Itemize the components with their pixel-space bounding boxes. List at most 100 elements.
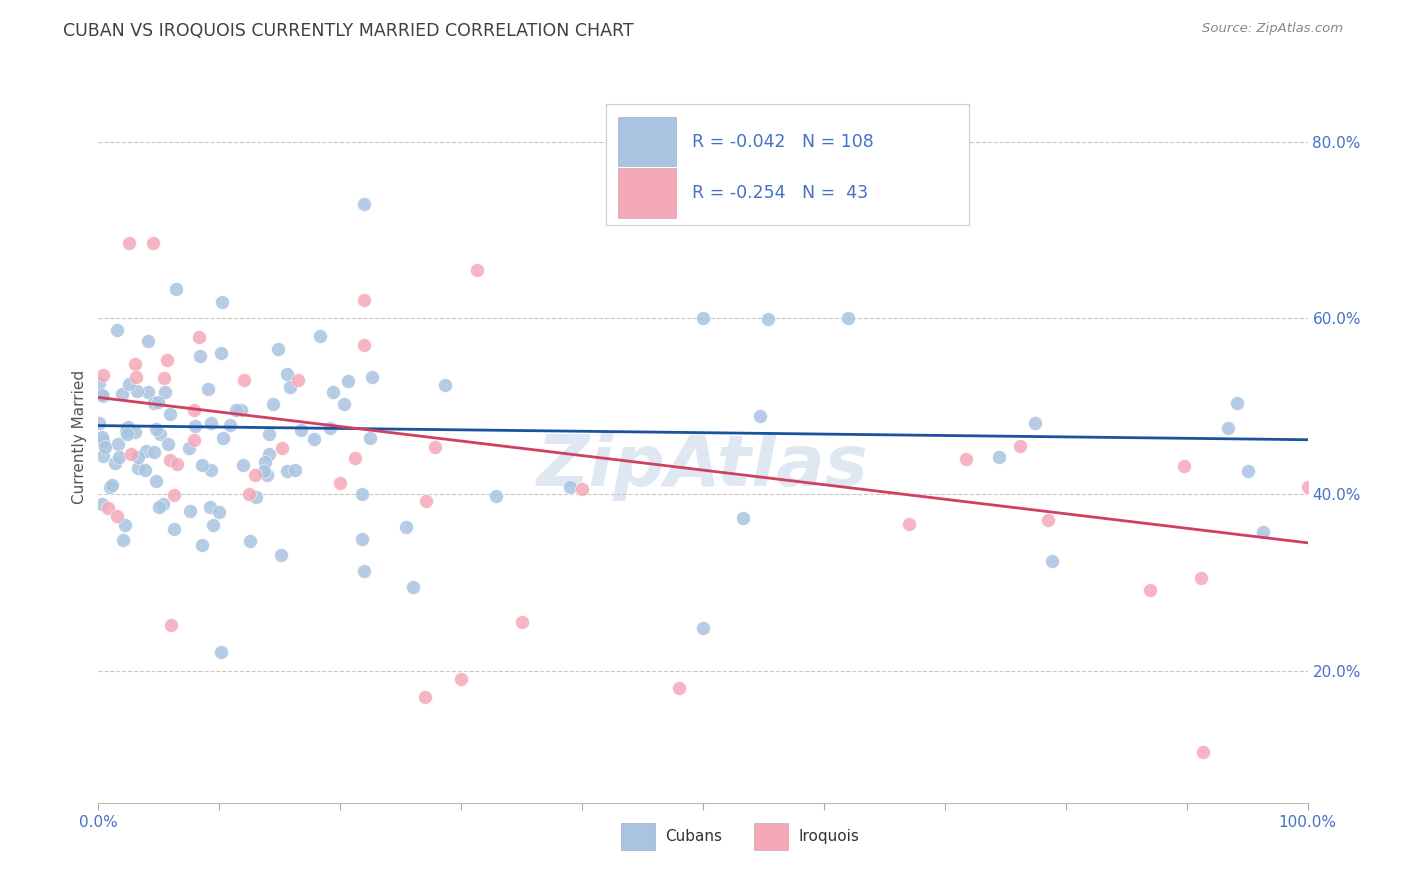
Point: [988, 450, 1011, 464]
Point: [259, 426, 281, 441]
FancyBboxPatch shape: [619, 168, 676, 218]
Point: [731, 510, 754, 524]
Point: [198, 500, 221, 514]
Point: [287, 373, 309, 387]
Point: [120, 447, 142, 461]
Point: [200, 416, 222, 430]
Point: [361, 370, 384, 384]
Point: [353, 196, 375, 211]
Point: [1139, 582, 1161, 597]
Point: [91, 389, 114, 403]
Point: [245, 490, 267, 504]
Point: [209, 345, 232, 359]
Point: [253, 463, 276, 477]
Point: [138, 334, 160, 349]
Text: R = -0.254   N =  43: R = -0.254 N = 43: [692, 184, 869, 202]
Point: [212, 431, 235, 445]
Point: [136, 385, 159, 400]
Point: [107, 437, 129, 451]
Point: [97, 501, 120, 516]
Point: [157, 436, 180, 450]
Point: [1173, 458, 1195, 473]
Point: [271, 441, 294, 455]
Point: [571, 483, 593, 497]
Point: [353, 338, 375, 352]
Point: [243, 467, 266, 482]
Point: [256, 468, 278, 483]
Point: [183, 418, 205, 433]
Point: [1042, 554, 1064, 568]
Point: [142, 445, 165, 459]
Point: [209, 645, 232, 659]
Point: [1218, 420, 1240, 434]
Y-axis label: Currently Married: Currently Married: [72, 370, 87, 504]
Point: [232, 458, 254, 473]
Point: [111, 386, 134, 401]
Point: [142, 396, 165, 410]
Point: [165, 282, 187, 296]
Text: Iroquois: Iroquois: [799, 829, 859, 844]
Point: [560, 480, 582, 494]
Text: ZipAtlas: ZipAtlas: [537, 432, 869, 500]
Point: [322, 385, 344, 400]
Point: [955, 452, 977, 467]
Point: [465, 263, 488, 277]
Point: [350, 487, 373, 501]
Point: [276, 464, 298, 478]
Point: [117, 420, 139, 434]
Point: [319, 421, 342, 435]
Point: [201, 518, 224, 533]
Point: [898, 516, 921, 531]
Point: [179, 503, 201, 517]
Point: [208, 505, 231, 519]
Point: [183, 403, 205, 417]
Point: [692, 621, 714, 635]
Point: [104, 456, 127, 470]
Point: [125, 384, 148, 398]
Point: [98, 480, 121, 494]
Point: [191, 458, 214, 472]
Point: [114, 518, 136, 533]
Point: [450, 673, 472, 687]
Point: [118, 376, 141, 391]
Point: [1192, 745, 1215, 759]
Point: [350, 532, 373, 546]
Point: [668, 681, 690, 696]
Point: [135, 444, 157, 458]
Point: [280, 380, 302, 394]
Point: [1010, 439, 1032, 453]
Text: CUBAN VS IROQUOIS CURRENTLY MARRIED CORRELATION CHART: CUBAN VS IROQUOIS CURRENTLY MARRIED CORR…: [63, 22, 634, 40]
Point: [188, 349, 211, 363]
Point: [276, 368, 298, 382]
Point: [163, 488, 186, 502]
Point: [105, 509, 128, 524]
Point: [353, 293, 375, 308]
Point: [510, 615, 533, 629]
Point: [91, 429, 114, 443]
Point: [162, 522, 184, 536]
Point: [134, 463, 156, 477]
Point: [238, 487, 260, 501]
Point: [89, 376, 111, 390]
Point: [254, 455, 277, 469]
Text: Cubans: Cubans: [665, 829, 723, 844]
Point: [433, 378, 456, 392]
Point: [353, 564, 375, 578]
Point: [837, 311, 859, 326]
Point: [344, 451, 367, 466]
Point: [90, 498, 112, 512]
Point: [329, 476, 352, 491]
Point: [1296, 480, 1319, 494]
Point: [111, 533, 134, 548]
Point: [115, 426, 138, 441]
Point: [394, 520, 416, 534]
Point: [91, 388, 114, 402]
Point: [1225, 396, 1247, 410]
Point: [423, 440, 446, 454]
Point: [166, 457, 188, 471]
Point: [127, 450, 149, 464]
Point: [188, 330, 211, 344]
Point: [118, 236, 141, 251]
Point: [159, 453, 181, 467]
Point: [152, 497, 174, 511]
